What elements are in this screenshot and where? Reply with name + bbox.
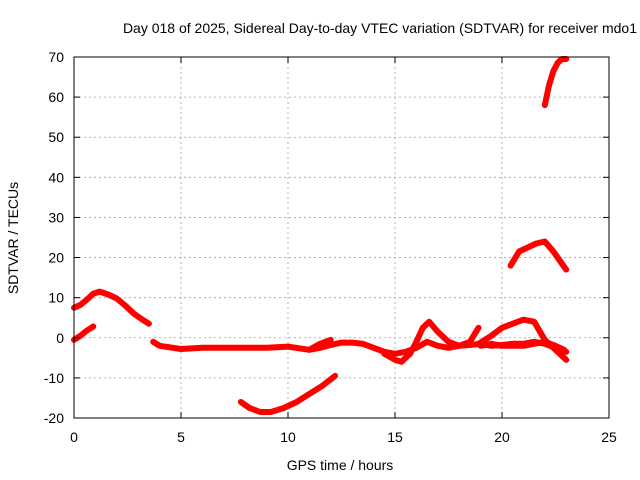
series-line-7 [477,338,568,353]
x-tick-label: 0 [70,429,78,445]
x-tick-labels: 0 5 10 15 20 25 [70,429,617,445]
y-tick-label: 50 [48,129,64,145]
series-line-4 [306,336,334,353]
axis-ticks [73,56,610,419]
series-line-8 [237,372,339,415]
grid [74,57,609,418]
x-tick-label: 25 [601,429,617,445]
x-axis-label: GPS time / hours [287,457,394,473]
y-tick-label: 60 [48,89,64,105]
y-tick-label: 40 [48,169,64,185]
series-line-5 [381,318,482,365]
x-tick-label: 5 [177,429,185,445]
series-line-10 [541,56,570,109]
y-tick-label: -10 [44,370,64,386]
x-tick-label: 15 [387,429,403,445]
y-tick-label: -20 [44,410,64,426]
y-tick-label: 30 [48,209,64,225]
y-tick-label: 70 [48,49,64,65]
series-line-6 [475,316,570,363]
y-tick-label: 10 [48,290,64,306]
plot-area [71,56,570,415]
plot-frame [73,56,610,419]
series-line-9 [507,238,570,273]
y-tick-labels: -20 -10 0 10 20 30 40 50 60 70 [44,49,64,426]
y-axis-label: SDTVAR / TECUs [5,182,21,294]
y-tick-label: 0 [56,330,64,346]
y-tick-label: 20 [48,250,64,266]
x-tick-label: 20 [494,429,510,445]
chart-title: Day 018 of 2025, Sidereal Day-to-day VTE… [123,20,637,36]
x-tick-label: 10 [280,429,296,445]
series-line-1 [71,288,152,327]
